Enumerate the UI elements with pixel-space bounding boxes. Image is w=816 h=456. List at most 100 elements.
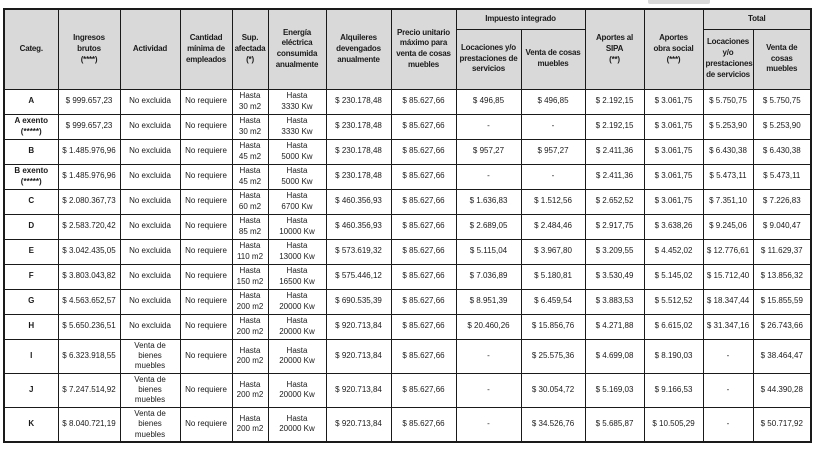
cell-tot-loc: - [702, 338, 754, 374]
cell-tot-loc: $ 9.245,06 [702, 213, 754, 240]
cell-obra-social: $ 9.166,53 [643, 372, 704, 408]
cell-imp-loc: - [455, 372, 522, 408]
col-header-energia-electrica: Energía eléctrica consumida anualmente [267, 8, 327, 90]
cell-sup: Hasta 200 m2 [231, 372, 269, 408]
cell-actividad: Venta de bienes muebles [119, 338, 181, 374]
cell-ingresos: $ 3.803.043,82 [57, 263, 121, 290]
table-row: J $ 7.247.514,92 Venta de bienes muebles No… [3, 372, 812, 408]
cell-sipa: $ 3.530,49 [584, 263, 645, 290]
cell-sup: Hasta 30 m2 [231, 88, 269, 115]
cell-imp-loc: $ 5.115,04 [455, 238, 522, 265]
cell-sipa: $ 4.699,08 [584, 338, 645, 374]
cell-imp-venta: $ 30.054,72 [520, 372, 586, 408]
cell-sup: Hasta 30 m2 [231, 113, 269, 140]
cell-tot-loc: $ 12.776,61 [702, 238, 754, 265]
col-header-sup-afectada: Sup. afectada (*) [231, 8, 269, 90]
cell-empleados: No requiere [179, 238, 233, 265]
cell-precio: $ 85.627,66 [390, 188, 457, 215]
cell-sipa: $ 3.883,53 [584, 288, 645, 315]
cell-obra-social: $ 10.505,29 [643, 406, 704, 443]
cell-categ: B exento (*****) [3, 163, 59, 190]
cell-imp-loc: $ 7.036,89 [455, 263, 522, 290]
table-row: G $ 4.563.652,57 No excluida No requiere Has… [3, 288, 812, 315]
cell-tot-loc: - [702, 372, 754, 408]
cell-actividad: No excluida [119, 163, 181, 190]
cell-tot-venta: $ 15.855,59 [752, 288, 812, 315]
col-header-impuesto-locaciones: Locaciones y/o prestaciones de servicios [455, 28, 522, 90]
cell-categ: J [3, 372, 59, 408]
cell-imp-venta: $ 496,85 [520, 88, 586, 115]
cell-sup: Hasta 200 m2 [231, 288, 269, 315]
cell-categ: A exento (*****) [3, 113, 59, 140]
cell-obra-social: $ 3.061,75 [643, 88, 704, 115]
cell-categ: I [3, 338, 59, 374]
cell-tot-venta: $ 9.040,47 [752, 213, 812, 240]
table-row: A exento (*****) $ 999.657,23 No excluida N… [3, 113, 812, 140]
cell-imp-venta: $ 25.575,36 [520, 338, 586, 374]
cell-empleados: No requiere [179, 288, 233, 315]
cell-empleados: No requiere [179, 138, 233, 165]
cell-precio: $ 85.627,66 [390, 406, 457, 443]
cell-empleados: No requiere [179, 163, 233, 190]
cell-precio: $ 85.627,66 [390, 213, 457, 240]
table-row: B $ 1.485.976,96 No excluida No requiere Has… [3, 138, 812, 165]
cell-imp-venta: $ 1.512,56 [520, 188, 586, 215]
col-header-precio-unitario-maximo: Precio unitario máximo para venta de cos… [390, 8, 457, 90]
cell-sup: Hasta 45 m2 [231, 138, 269, 165]
cell-imp-venta: $ 2.484,46 [520, 213, 586, 240]
cell-imp-venta: $ 957,27 [520, 138, 586, 165]
cell-precio: $ 85.627,66 [390, 288, 457, 315]
cell-sipa: $ 2.411,36 [584, 163, 645, 190]
top-edge-artifact [648, 0, 710, 4]
cell-empleados: No requiere [179, 188, 233, 215]
cell-precio: $ 85.627,66 [390, 313, 457, 340]
cell-sup: Hasta 110 m2 [231, 238, 269, 265]
col-header-actividad: Actividad [119, 8, 181, 90]
cell-energia: Hasta 20000 Kw [267, 372, 327, 408]
cell-imp-loc: - [455, 406, 522, 443]
cell-categ: B [3, 138, 59, 165]
cell-sipa: $ 4.271,88 [584, 313, 645, 340]
cell-tot-venta: $ 13.856,32 [752, 263, 812, 290]
cell-sup: Hasta 60 m2 [231, 188, 269, 215]
cell-sipa: $ 2.192,15 [584, 88, 645, 115]
cell-ingresos: $ 1.485.976,96 [57, 138, 121, 165]
cell-energia: Hasta 20000 Kw [267, 288, 327, 315]
cell-categ: A [3, 88, 59, 115]
cell-actividad: Venta de bienes muebles [119, 372, 181, 408]
cell-tot-venta: $ 38.464,47 [752, 338, 812, 374]
cell-empleados: No requiere [179, 113, 233, 140]
cell-tot-loc: $ 5.253,90 [702, 113, 754, 140]
cell-alquileres: $ 920.713,84 [325, 313, 392, 340]
header-group-row: Categ. Ingresos brutos (****) Actividad … [3, 8, 812, 90]
cell-alquileres: $ 230.178,48 [325, 138, 392, 165]
cell-tot-venta: $ 5.750,75 [752, 88, 812, 115]
cell-imp-venta: - [520, 113, 586, 140]
cell-ingresos: $ 2.583.720,42 [57, 213, 121, 240]
cell-actividad: No excluida [119, 138, 181, 165]
group-header-impuesto-integrado: Impuesto integrado [455, 8, 586, 30]
cell-empleados: No requiere [179, 338, 233, 374]
cell-obra-social: $ 3.061,75 [643, 188, 704, 215]
col-header-cantidad-minima-empleados: Cantidad mínima de empleados [179, 8, 233, 90]
cell-ingresos: $ 8.040.721,19 [57, 406, 121, 443]
cell-actividad: No excluida [119, 263, 181, 290]
cell-tot-loc: - [702, 406, 754, 443]
table-row: H $ 5.650.236,51 No excluida No requiere Has… [3, 313, 812, 340]
cell-actividad: No excluida [119, 113, 181, 140]
cell-tot-venta: $ 6.430,38 [752, 138, 812, 165]
cell-empleados: No requiere [179, 88, 233, 115]
cell-tot-loc: $ 5.750,75 [702, 88, 754, 115]
cell-imp-loc: $ 1.636,83 [455, 188, 522, 215]
cell-energia: Hasta 16500 Kw [267, 263, 327, 290]
cell-tot-loc: $ 6.430,38 [702, 138, 754, 165]
cell-empleados: No requiere [179, 406, 233, 443]
col-header-impuesto-venta-muebles: Venta de cosas muebles [520, 28, 586, 90]
cell-obra-social: $ 6.615,02 [643, 313, 704, 340]
cell-actividad: No excluida [119, 213, 181, 240]
cell-categ: F [3, 263, 59, 290]
cell-precio: $ 85.627,66 [390, 238, 457, 265]
cell-ingresos: $ 999.657,23 [57, 88, 121, 115]
cell-empleados: No requiere [179, 213, 233, 240]
cell-precio: $ 85.627,66 [390, 113, 457, 140]
